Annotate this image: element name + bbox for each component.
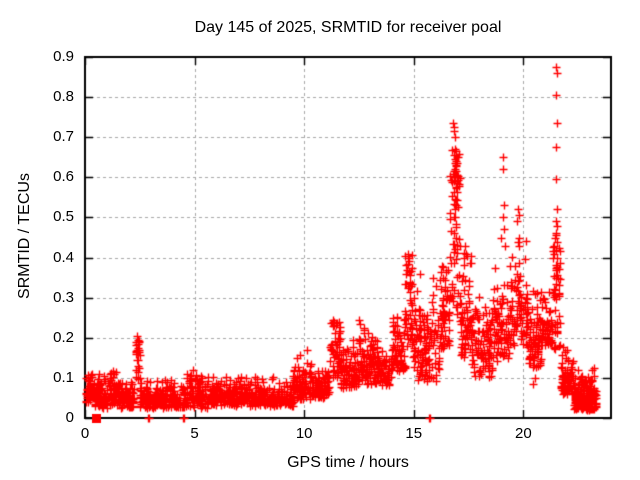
y-tick-label: 0.3 — [53, 288, 74, 306]
x-tick-label: 5 — [190, 425, 199, 442]
x-tick-label: 0 — [80, 425, 90, 442]
x-tick-label: 15 — [405, 425, 423, 442]
x-tick-label: 10 — [295, 425, 313, 442]
chart-title: Day 145 of 2025, SRMTID for receiver poa… — [194, 19, 502, 36]
y-tick-label: 0.2 — [53, 328, 74, 346]
x-tick-label: 20 — [514, 425, 532, 442]
y-tick-label: 0.5 — [53, 208, 74, 226]
y-tick-label: 0 — [65, 409, 74, 426]
y-tick-label: 0.9 — [53, 48, 74, 65]
y-tick-label: 0.4 — [53, 248, 74, 266]
x-axis-label: GPS time / hours — [287, 454, 409, 471]
y-tick-label: 0.6 — [53, 168, 74, 186]
y-tick-label: 0.7 — [53, 128, 74, 146]
y-tick-label: 0.8 — [53, 88, 74, 106]
y-tick-label: 0.1 — [53, 368, 74, 386]
